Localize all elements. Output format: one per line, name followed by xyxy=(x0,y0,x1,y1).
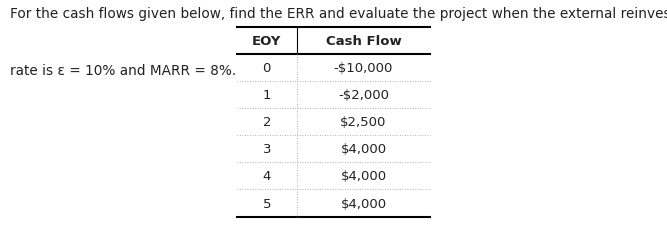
Text: -$2,000: -$2,000 xyxy=(338,89,389,101)
Text: $4,000: $4,000 xyxy=(340,170,387,183)
Text: rate is ε = 10% and MARR = 8%.: rate is ε = 10% and MARR = 8%. xyxy=(10,64,236,78)
Text: 2: 2 xyxy=(263,116,271,128)
Text: For the cash flows given below, find the ERR and evaluate the project when the e: For the cash flows given below, find the… xyxy=(10,7,667,21)
Text: Cash Flow: Cash Flow xyxy=(325,35,402,47)
Text: -$10,000: -$10,000 xyxy=(334,62,394,74)
Text: EOY: EOY xyxy=(252,35,281,47)
Text: 3: 3 xyxy=(263,143,271,155)
Text: 4: 4 xyxy=(263,170,271,183)
Text: 5: 5 xyxy=(263,197,271,210)
Text: $4,000: $4,000 xyxy=(340,143,387,155)
Text: 0: 0 xyxy=(263,62,271,74)
Text: $2,500: $2,500 xyxy=(340,116,387,128)
Text: $4,000: $4,000 xyxy=(340,197,387,210)
Text: 1: 1 xyxy=(263,89,271,101)
